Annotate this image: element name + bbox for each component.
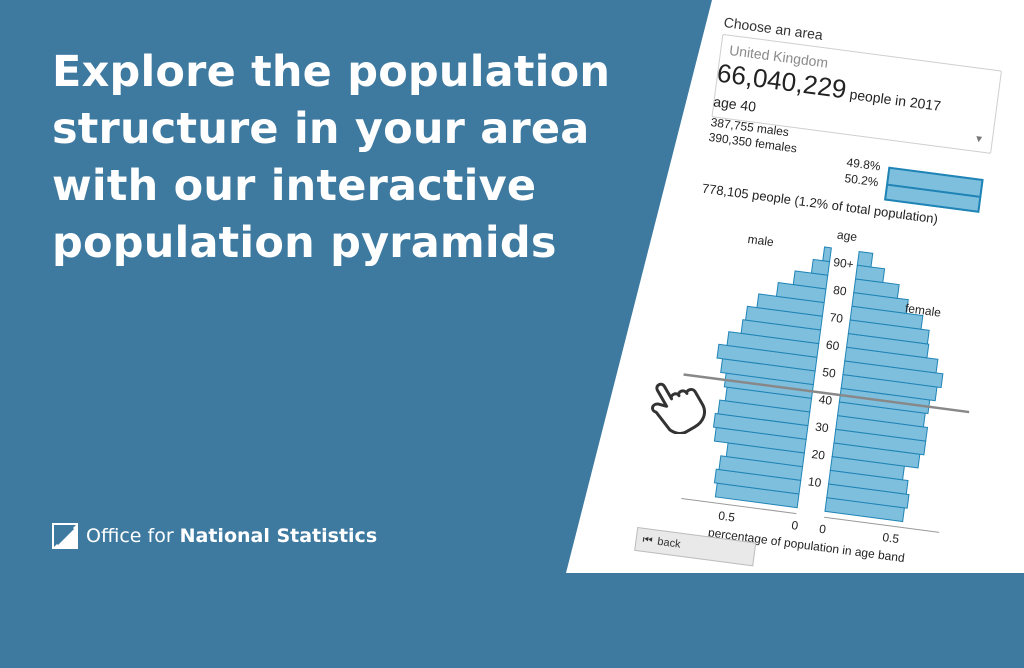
female-bar xyxy=(854,264,886,284)
male-bar xyxy=(810,258,831,276)
male-bar xyxy=(822,246,832,263)
ons-brand[interactable]: Office for National Statistics xyxy=(52,520,377,552)
male-series-label: male xyxy=(747,232,775,249)
ons-logo-icon xyxy=(52,523,78,549)
age-tick-label: 70 xyxy=(829,310,844,326)
age-tick-label: 50 xyxy=(822,365,837,381)
headline-line-4: population pyramids xyxy=(52,218,557,268)
back-icon: ⏮ xyxy=(641,533,654,547)
brand-name: National Statistics xyxy=(179,525,378,547)
chevron-down-icon[interactable]: ▼ xyxy=(973,133,985,146)
headline-line-1: Explore the population xyxy=(52,47,611,97)
x-tick-label: 0 xyxy=(818,522,827,537)
female-bar xyxy=(856,250,874,268)
population-pyramid-widget: Choose an area United Kingdom ▼ 66,040,2… xyxy=(634,14,1022,668)
age-axis-label: age xyxy=(836,228,858,245)
hand-pointer-icon xyxy=(651,382,706,434)
age-tick-label: 90+ xyxy=(832,255,854,272)
x-tick-label: 0 xyxy=(791,518,800,533)
male-x-axis xyxy=(681,497,797,515)
back-label: back xyxy=(656,535,682,551)
x-tick-label: 0.5 xyxy=(717,508,736,524)
brand-prefix: Office for xyxy=(86,525,174,547)
female-percent: 50.2% xyxy=(843,171,880,190)
female-series-label: female xyxy=(904,301,942,320)
share-divider xyxy=(887,183,980,198)
headline-line-2: structure in your area xyxy=(52,104,590,154)
x-tick-label: 0.5 xyxy=(882,530,901,546)
selected-age-line xyxy=(683,373,970,414)
age-tick-label: 80 xyxy=(832,283,847,299)
female-x-axis xyxy=(824,516,940,533)
age-tick-label: 20 xyxy=(811,447,826,463)
male-percent: 49.8% xyxy=(845,155,882,174)
headline: Explore the population structure in your… xyxy=(52,44,652,272)
age-tick-label: 60 xyxy=(825,338,840,354)
age-tick-label: 30 xyxy=(814,420,829,436)
age-tick-label: 10 xyxy=(807,474,822,490)
age-tick-label: 40 xyxy=(818,392,833,408)
headline-line-3: with our interactive xyxy=(52,161,537,211)
